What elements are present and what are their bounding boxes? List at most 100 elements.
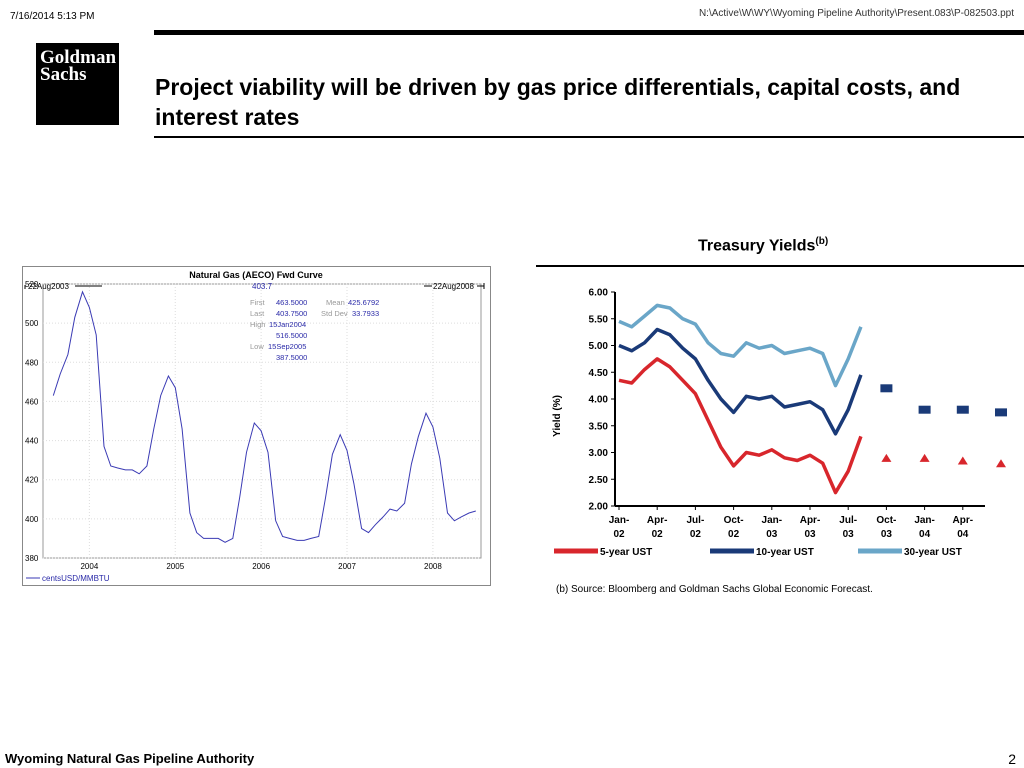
gas-x-tick: 2006 xyxy=(252,562,270,571)
ty-legend-label: 10-year UST xyxy=(756,547,814,558)
gas-stats: First 463.5000 Last 403.7500 High 15Jan2… xyxy=(250,298,379,362)
stat-first: 463.5000 xyxy=(276,298,307,307)
logo-line1: Goldman xyxy=(40,47,117,68)
treasury-title-note: (b) xyxy=(815,236,829,247)
gas-y-tick: 440 xyxy=(25,437,39,446)
treasury-rule xyxy=(536,265,1024,267)
ty-y-ticks: 6.00 5.50 5.00 4.50 4.00 3.50 3.00 2.50 2.00 xyxy=(589,288,615,513)
gas-y-tick: 420 xyxy=(25,476,39,485)
gas-start-date: 22Aug2003 xyxy=(28,282,69,291)
ty-x-tick-line1: Apr- xyxy=(800,515,821,526)
ty-x-tick-line2: 02 xyxy=(652,529,664,540)
gas-end-date: 22Aug2008 xyxy=(433,282,474,291)
ty-x-tick-line2: 04 xyxy=(919,529,931,540)
ty-x-tick-line1: Apr- xyxy=(647,515,668,526)
gas-x-axis: 2004 2005 2006 2007 2008 xyxy=(80,562,442,571)
gas-y-tick: 520 xyxy=(25,280,39,289)
ty-line-1 xyxy=(618,327,863,436)
stat-mean-label: Mean xyxy=(326,298,345,307)
stat-high-date: 15Jan2004 xyxy=(269,320,306,329)
ty-forecast-markers xyxy=(880,384,1007,468)
ty-forecast-triangle xyxy=(919,453,930,462)
gas-x-tick: 2004 xyxy=(80,562,98,571)
stat-stddev-label: Std Dev xyxy=(321,309,348,318)
ty-forecast-square xyxy=(918,405,931,414)
ty-forecast-triangle xyxy=(996,459,1006,468)
ty-x-tick-line2: 02 xyxy=(690,529,702,540)
gas-y-tick: 380 xyxy=(25,554,39,563)
ty-x-tick-line2: 03 xyxy=(881,529,893,540)
ty-x-tick-line2: 02 xyxy=(613,529,625,540)
ty-x-tick-line2: 04 xyxy=(957,529,969,540)
ty-forecast-triangle xyxy=(881,453,892,462)
stat-high-label: High xyxy=(250,320,265,329)
ty-x-tick-line1: Jan- xyxy=(914,515,935,526)
ty-series xyxy=(618,303,863,495)
stat-stddev: 33.7933 xyxy=(352,309,379,318)
ty-line-0 xyxy=(618,357,863,495)
gas-chart-title: Natural Gas (AECO) Fwd Curve xyxy=(189,270,323,280)
ty-forecast-triangle xyxy=(957,456,968,465)
treasury-source-note: (b) Source: Bloomberg and Goldman Sachs … xyxy=(556,584,873,595)
gas-y-tick: 400 xyxy=(25,515,39,524)
gas-x-tick: 2008 xyxy=(424,562,442,571)
ty-x-tick-line2: 03 xyxy=(843,529,855,540)
ty-forecast-square xyxy=(880,384,893,393)
footer-organization: Wyoming Natural Gas Pipeline Authority xyxy=(5,751,255,766)
ty-forecast-square xyxy=(956,405,969,414)
gas-y-tick: 460 xyxy=(25,397,39,406)
stat-low-label: Low xyxy=(250,342,264,351)
ty-y-tick: 4.50 xyxy=(589,368,609,379)
ty-x-tick-line2: 02 xyxy=(728,529,740,540)
stat-low: 387.5000 xyxy=(276,353,307,362)
slide-title: Project viability will be driven by gas … xyxy=(155,74,961,130)
ty-forecast-square xyxy=(995,408,1007,417)
ty-y-tick: 5.50 xyxy=(589,314,609,325)
ty-x-tick-line1: Jul- xyxy=(839,515,857,526)
gas-current-value: 403.7 xyxy=(252,282,273,291)
stat-first-label: First xyxy=(250,298,265,307)
treasury-title: Treasury Yields(b) xyxy=(698,236,828,255)
page-number: 2 xyxy=(1008,751,1016,767)
ty-y-label: Yield (%) xyxy=(552,395,563,437)
gas-y-tick: 480 xyxy=(25,358,39,367)
gas-legend-label: centsUSD/MMBTU xyxy=(42,574,110,583)
stat-last-label: Last xyxy=(250,309,265,318)
ty-line-2 xyxy=(618,303,863,388)
gas-plot-area xyxy=(42,283,482,559)
ty-y-tick: 3.00 xyxy=(589,448,609,459)
ty-y-tick: 4.00 xyxy=(589,395,609,406)
gas-x-tick: 2007 xyxy=(338,562,356,571)
ty-x-ticks: Jan- 02 Apr- 02 Jul- 02 Oct- 02 Jan- 03 Apr- 03 Jul-… xyxy=(609,506,973,540)
ty-x-tick-line1: Jul- xyxy=(687,515,705,526)
print-date: 7/16/2014 5:13 PM xyxy=(10,11,95,22)
file-path: N:\Active\W\WY\Wyoming Pipeline Authorit… xyxy=(698,8,1014,19)
natural-gas-chart: Natural Gas (AECO) Fwd Curve 22Aug2003 4… xyxy=(22,266,491,586)
stat-last: 403.7500 xyxy=(276,309,307,318)
top-bar xyxy=(154,30,1024,35)
ty-legend-label: 5-year UST xyxy=(600,547,652,558)
gas-x-tick: 2005 xyxy=(166,562,184,571)
ty-x-tick-line1: Oct- xyxy=(724,515,744,526)
ty-y-tick: 5.00 xyxy=(589,341,609,352)
ty-legend: 5-year UST 10-year UST 30-year UST xyxy=(554,547,962,558)
goldman-sachs-logo: Goldman Sachs xyxy=(36,43,119,125)
gas-y-axis: 520 500 480 460 440 420 400 380 xyxy=(25,280,39,563)
title-rule xyxy=(154,136,1024,138)
ty-y-tick: 2.50 xyxy=(589,475,609,486)
ty-y-tick: 3.50 xyxy=(589,421,609,432)
gas-forward-curve-line xyxy=(52,290,476,543)
treasury-yields-chart: Yield (%) 6.00 5.50 5.00 4.50 4.00 3.50 3.00 2.… xyxy=(552,288,1007,558)
ty-x-tick-line1: Oct- xyxy=(876,515,896,526)
ty-y-tick: 6.00 xyxy=(589,288,609,299)
ty-x-tick-line2: 03 xyxy=(766,529,778,540)
gas-grid xyxy=(43,283,481,559)
stat-high: 516.5000 xyxy=(276,331,307,340)
ty-y-tick: 2.00 xyxy=(589,502,609,513)
stat-mean: 425.6792 xyxy=(348,298,379,307)
treasury-title-text: Treasury Yields xyxy=(698,237,816,255)
ty-x-tick-line1: Jan- xyxy=(762,515,783,526)
ty-x-tick-line2: 03 xyxy=(804,529,816,540)
logo-line2: Sachs xyxy=(40,64,87,85)
ty-x-tick-line1: Jan- xyxy=(609,515,630,526)
